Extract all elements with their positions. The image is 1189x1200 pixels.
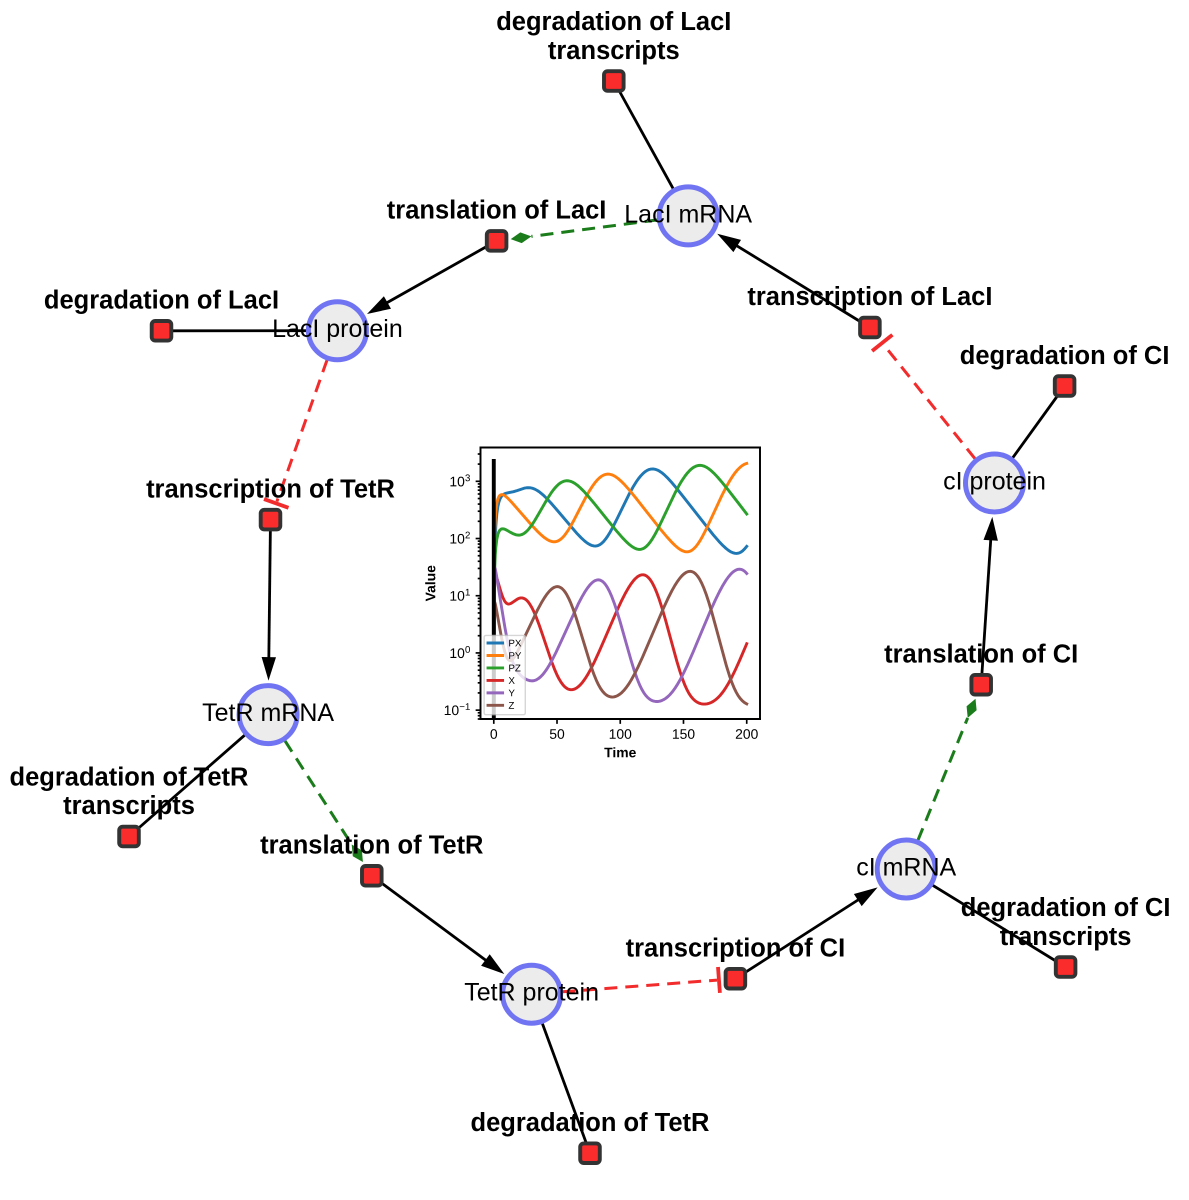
svg-text:transcription of TetR: transcription of TetR <box>146 475 395 503</box>
svg-text:degradation of LacI: degradation of LacI <box>44 287 279 315</box>
svg-text:translation of TetR: translation of TetR <box>260 832 483 860</box>
svg-text:transcripts: transcripts <box>1000 923 1132 951</box>
svg-text:transcripts: transcripts <box>548 37 680 65</box>
svg-text:transcripts: transcripts <box>63 792 195 820</box>
svg-text:degradation of LacI: degradation of LacI <box>496 8 731 36</box>
svg-text:TetR protein: TetR protein <box>464 979 599 1007</box>
svg-text:cI mRNA: cI mRNA <box>856 854 956 882</box>
svg-text:transcription of LacI: transcription of LacI <box>747 283 992 311</box>
svg-text:transcription of CI: transcription of CI <box>626 935 846 963</box>
svg-text:cI protein: cI protein <box>943 468 1046 496</box>
svg-text:degradation of TetR: degradation of TetR <box>10 764 249 792</box>
svg-text:LacI protein: LacI protein <box>272 315 403 343</box>
svg-text:TetR mRNA: TetR mRNA <box>202 699 334 727</box>
svg-text:degradation of CI: degradation of CI <box>961 894 1171 922</box>
svg-text:degradation of TetR: degradation of TetR <box>471 1109 710 1137</box>
svg-text:translation of CI: translation of CI <box>884 641 1078 669</box>
svg-text:degradation of CI: degradation of CI <box>960 342 1170 370</box>
svg-text:translation of LacI: translation of LacI <box>387 197 607 225</box>
svg-text:LacI mRNA: LacI mRNA <box>624 200 752 228</box>
